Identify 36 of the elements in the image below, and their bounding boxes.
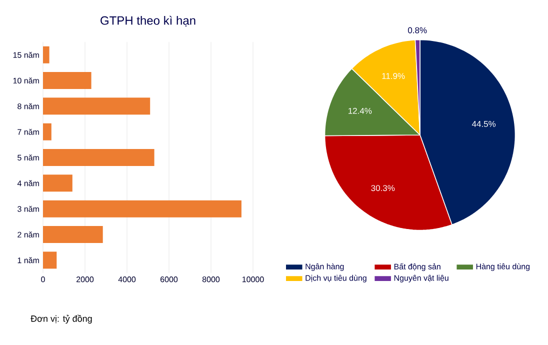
bar — [43, 252, 57, 269]
legend-label: Ngân hàng — [306, 263, 344, 271]
x-tick-label: 4000 — [118, 276, 136, 282]
legend-label: Hàng tiêu dùng — [476, 263, 530, 271]
y-tick-label: 5 năm — [18, 154, 39, 160]
y-tick-label: 7 năm — [18, 128, 39, 135]
y-tick-label: 2 năm — [18, 232, 39, 238]
legend-label: Nguyên vật liệu — [394, 274, 448, 282]
data-label: 11.9% — [382, 72, 405, 79]
y-tick-label: 15 năm — [13, 52, 39, 58]
bar — [43, 200, 242, 218]
bar — [43, 174, 72, 192]
x-tick-label: 6000 — [160, 276, 178, 282]
y-tick-label: 4 năm — [17, 180, 39, 186]
x-tick-label: 2000 — [76, 276, 94, 282]
bar — [43, 226, 103, 243]
text: Đơn vị: tỷ đồng — [30, 314, 92, 324]
y-tick-label: 3 năm — [18, 206, 39, 212]
data-label: 30.3% — [371, 185, 395, 192]
bar — [43, 46, 50, 64]
data-label: 44.5% — [472, 120, 496, 127]
legend-label: Bất động sản — [394, 263, 440, 272]
x-tick-label: 8000 — [202, 276, 220, 282]
chart-title: GTPH theo kì hạn — [100, 16, 196, 26]
bar — [43, 123, 52, 140]
data-label: 12.4% — [348, 108, 372, 114]
y-tick-label: 10 năm — [13, 78, 39, 84]
data-label: 0.8% — [408, 27, 427, 34]
y-tick-label: 8 năm — [18, 103, 39, 110]
bar — [43, 149, 154, 166]
y-tick-label: 1 năm — [18, 257, 39, 264]
bar — [43, 72, 92, 90]
bar — [43, 98, 150, 115]
x-tick-label: 0 — [41, 276, 45, 282]
legend-label: Dịch vụ tiêu dùng — [306, 274, 366, 282]
x-tick-label: 10000 — [242, 276, 264, 282]
